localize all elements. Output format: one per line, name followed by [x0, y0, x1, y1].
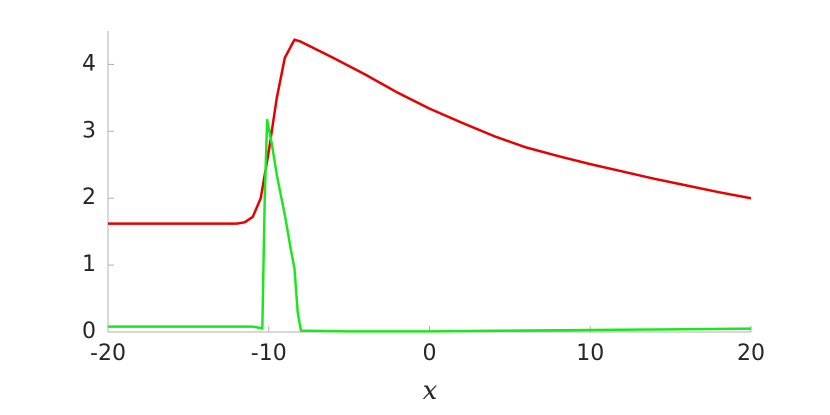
x-axis-label: x — [423, 376, 438, 406]
y-tick-label: 4 — [82, 51, 96, 76]
y-tick-label: 0 — [82, 319, 96, 344]
x-tick-label: -10 — [251, 341, 287, 366]
y-tick-label: 1 — [82, 252, 96, 277]
x-tick-label: 0 — [423, 341, 437, 366]
data-line — [108, 118, 752, 333]
x-tick-label: -20 — [90, 341, 126, 366]
x-tick-label: 10 — [576, 341, 604, 366]
data-line — [108, 38, 752, 225]
x-tick-label: 20 — [737, 341, 765, 366]
y-tick-label: 3 — [82, 118, 96, 143]
y-tick-label: 2 — [82, 185, 96, 210]
